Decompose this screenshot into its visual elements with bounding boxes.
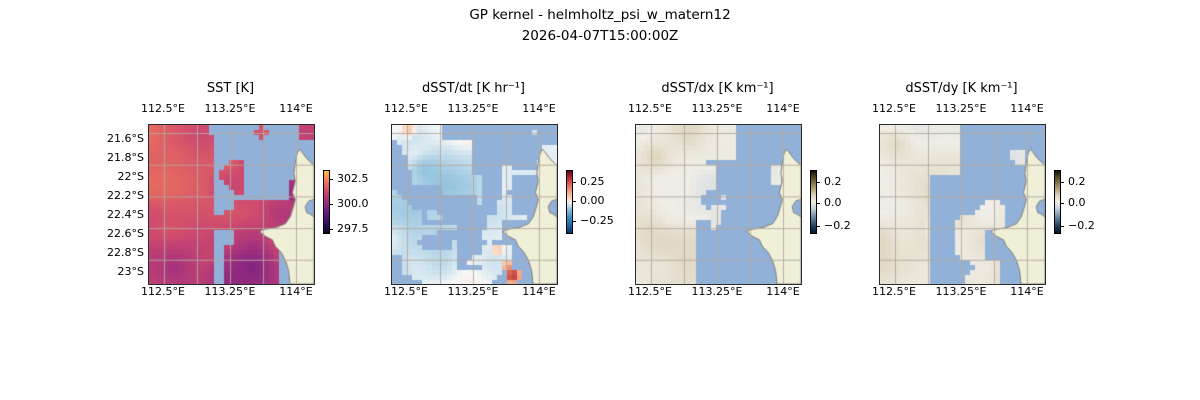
panel-title-dsst-dx: dSST/dx [K km⁻¹]	[661, 81, 774, 96]
colorbar-label-sst: 297.5	[337, 222, 369, 235]
colorbar-tick-sst	[330, 229, 333, 230]
colorbar-tick-dsst-dt	[573, 221, 576, 222]
x-tick-bottom-dsst-dy: 113.25°E	[935, 285, 987, 298]
x-tick-top-dsst-dy: 113.25°E	[935, 102, 987, 115]
x-tick-bottom-dsst-dy: 112.5°E	[872, 285, 916, 298]
colorbar-tick-dsst-dt	[573, 201, 576, 202]
x-tick-top-sst: 114°E	[279, 102, 313, 115]
colorbar-gradient-dsst-dt	[567, 171, 572, 233]
y-tick-5: 22.6°S	[107, 227, 144, 240]
panel-title-dsst-dt: dSST/dt [K hr⁻¹]	[421, 81, 526, 96]
colorbar-label-dsst-dt: 0.00	[580, 194, 605, 207]
colorbar-label-dsst-dy: 0.2	[1068, 175, 1086, 188]
y-tick-3: 22.2°S	[107, 189, 144, 202]
x-tick-top-dsst-dx: 112.5°E	[628, 102, 672, 115]
colorbar-tick-dsst-dt	[573, 182, 576, 183]
x-tick-top-dsst-dx: 113.25°E	[691, 102, 743, 115]
map-canvas-sst	[148, 124, 315, 285]
colorbar-tick-dsst-dy	[1061, 182, 1064, 183]
colorbar-label-dsst-dt: −0.25	[580, 214, 614, 227]
colorbar-gradient-dsst-dx	[811, 171, 816, 233]
colorbar-label-dsst-dx: 0.2	[824, 175, 842, 188]
x-tick-bottom-sst: 114°E	[279, 285, 313, 298]
colorbar-label-dsst-dx: 0.0	[824, 196, 842, 209]
x-tick-top-dsst-dy: 114°E	[1010, 102, 1044, 115]
x-tick-bottom-sst: 112.5°E	[141, 285, 185, 298]
panel-title-dsst-dy: dSST/dy [K km⁻¹]	[905, 81, 1018, 96]
colorbar-sst: 302.5 300.0 297.5	[323, 170, 369, 235]
colorbar-tick-sst	[330, 204, 333, 205]
colorbar-dsst-dy: 0.2 0.0 −0.2	[1054, 170, 1095, 234]
colorbar-tick-dsst-dy	[1061, 203, 1064, 204]
x-tick-top-dsst-dx: 114°E	[766, 102, 800, 115]
y-tick-6: 22.8°S	[107, 246, 144, 259]
colorbar-label-dsst-dy: 0.0	[1068, 196, 1086, 209]
colorbar-tick-dsst-dx	[817, 226, 820, 227]
map-canvas-dsst-dt	[391, 124, 558, 285]
x-tick-bottom-dsst-dx: 113.25°E	[691, 285, 743, 298]
x-tick-top-sst: 112.5°E	[141, 102, 185, 115]
x-tick-bottom-dsst-dt: 113.25°E	[447, 285, 499, 298]
x-tick-top-sst: 113.25°E	[204, 102, 256, 115]
figure-title: GP kernel - helmholtz_psi_w_matern12	[469, 7, 731, 23]
x-tick-bottom-sst: 113.25°E	[204, 285, 256, 298]
panel-title-sst: SST [K]	[206, 81, 255, 96]
colorbar-tick-dsst-dx	[817, 182, 820, 183]
colorbar-dsst-dt: 0.25 0.00 −0.25	[566, 170, 614, 234]
colorbar-label-dsst-dt: 0.25	[580, 175, 605, 188]
map-canvas-dsst-dx	[635, 124, 802, 285]
map-canvas-dsst-dy	[879, 124, 1046, 285]
colorbar-tick-dsst-dy	[1061, 226, 1064, 227]
x-tick-bottom-dsst-dx: 114°E	[766, 285, 800, 298]
x-tick-bottom-dsst-dy: 114°E	[1010, 285, 1044, 298]
colorbar-dsst-dx: 0.2 0.0 −0.2	[810, 170, 851, 234]
x-tick-bottom-dsst-dt: 112.5°E	[384, 285, 428, 298]
colorbar-gradient-sst	[324, 171, 329, 233]
colorbar-label-dsst-dy: −0.2	[1068, 219, 1095, 232]
colorbar-gradient-dsst-dy	[1055, 171, 1060, 233]
y-tick-7: 23°S	[117, 265, 144, 278]
colorbar-tick-dsst-dx	[817, 203, 820, 204]
colorbar-label-dsst-dx: −0.2	[824, 219, 851, 232]
y-tick-1: 21.8°S	[107, 151, 144, 164]
figure-subtitle: 2026-04-07T15:00:00Z	[521, 28, 679, 44]
colorbar-tick-sst	[330, 179, 333, 180]
colorbar-label-sst: 302.5	[337, 172, 369, 185]
x-tick-top-dsst-dt: 113.25°E	[447, 102, 499, 115]
x-tick-bottom-dsst-dt: 114°E	[522, 285, 556, 298]
x-tick-bottom-dsst-dx: 112.5°E	[628, 285, 672, 298]
x-tick-top-dsst-dy: 112.5°E	[872, 102, 916, 115]
x-tick-top-dsst-dt: 114°E	[522, 102, 556, 115]
y-tick-2: 22°S	[117, 170, 144, 183]
y-tick-4: 22.4°S	[107, 208, 144, 221]
x-tick-top-dsst-dt: 112.5°E	[384, 102, 428, 115]
y-tick-0: 21.6°S	[107, 132, 144, 145]
colorbar-label-sst: 300.0	[337, 197, 369, 210]
